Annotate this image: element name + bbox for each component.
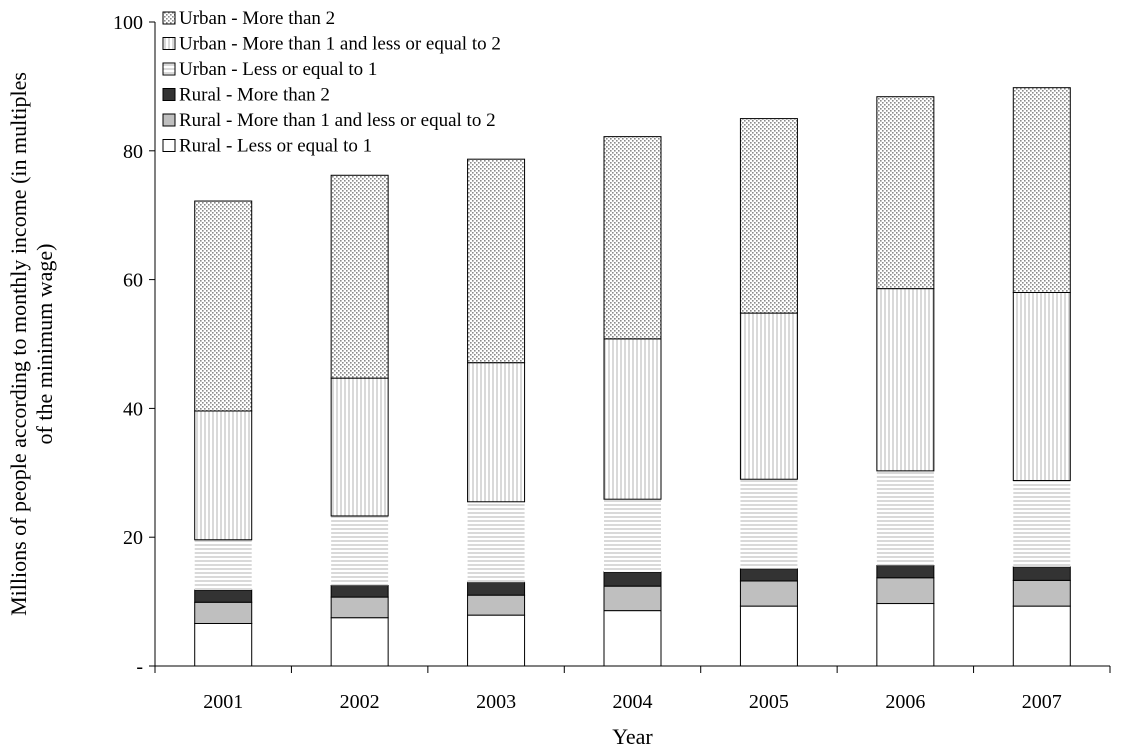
bar-segment-2007-series-4: [1012, 291, 1071, 482]
x-tick-label: 2006: [885, 691, 925, 713]
x-tick-label: 2002: [340, 691, 380, 713]
y-tick-label: 100: [113, 12, 143, 34]
bar-segment-2005-series-3: [740, 479, 798, 569]
legend-entry-label: Urban - More than 2: [179, 8, 335, 29]
bar-segment-2007-series-1: [1012, 579, 1071, 607]
bar-segment-2002-series-2: [330, 585, 389, 598]
legend: Urban - More than 2 Urban - More than 1 a…: [162, 8, 501, 157]
bar-segment-2006-series-1: [876, 577, 935, 605]
y-tick-label: 20: [123, 527, 143, 549]
y-axis-title: Millions of people according to monthly …: [6, 72, 57, 616]
bar-segment-2007-series-2: [1012, 566, 1071, 581]
bar-segment-2004-series-1: [603, 585, 662, 612]
bar-segment-2007-series-3: [1013, 480, 1071, 567]
bar-segment-2004-series-3: [604, 499, 661, 572]
legend-swatch: [162, 88, 176, 101]
bar-segment-2004-series-5: [603, 136, 662, 340]
y-tick-label: 40: [123, 398, 143, 420]
bar-segment-2004-series-4: [603, 338, 662, 500]
legend-entry-label: Rural - More than 2: [179, 85, 330, 106]
legend-swatch: [162, 113, 176, 127]
bar-segment-2007-series-5: [1012, 87, 1071, 293]
bar-segment-2001-series-3: [194, 539, 252, 591]
legend-entry-label: Urban - Less or equal to 1: [179, 59, 377, 80]
bar-segment-2003-series-3: [467, 501, 525, 583]
x-tick-label: 2003: [476, 691, 516, 713]
bar-segment-2003-series-0: [467, 614, 526, 667]
bar-segment-2001-series-1: [194, 601, 253, 624]
x-tick-label: 2004: [613, 691, 653, 713]
bar-segment-2006-series-5: [876, 96, 935, 290]
bar-segment-2002-series-5: [330, 174, 389, 379]
x-tick-label: 2007: [1022, 691, 1062, 713]
bar-segment-2007-series-0: [1012, 605, 1071, 667]
bar-segment-2005-series-4: [739, 312, 798, 480]
legend-entry-label: Rural - More than 1 and less or equal to…: [179, 110, 496, 131]
bar-segment-2004-series-2: [603, 571, 662, 587]
y-tick-label: 80: [123, 141, 143, 163]
x-axis-title: Year: [612, 724, 653, 749]
bar-segment-2004-series-0: [603, 610, 662, 667]
y-axis-ticks: - 20 40 60 80 100: [113, 12, 155, 678]
x-axis-title-text: Year: [612, 724, 653, 749]
bars: [194, 87, 1071, 667]
x-tick-label: 2005: [749, 691, 789, 713]
legend-entry-label: Rural - Less or equal to 1: [179, 136, 372, 157]
legend-swatch: [162, 37, 176, 50]
bar-segment-2001-series-2: [194, 589, 253, 603]
bar-segment-2005-series-5: [739, 118, 798, 314]
bar-segment-2002-series-1: [330, 596, 389, 619]
y-axis-title-line-2: of the minimum wage): [32, 243, 57, 444]
bar-segment-2006-series-4: [876, 288, 935, 472]
bar-segment-2001-series-0: [194, 622, 253, 667]
bar-segment-2003-series-1: [467, 594, 526, 616]
y-axis-title-line-1: Millions of people according to monthly …: [6, 72, 31, 616]
bar-segment-2001-series-4: [194, 410, 253, 541]
bar-segment-2005-series-2: [739, 568, 798, 582]
bar-segment-2005-series-0: [739, 605, 798, 667]
bar-segment-2006-series-3: [876, 470, 934, 566]
bar-segment-2002-series-0: [330, 617, 389, 667]
x-tick-label: 2001: [203, 691, 243, 713]
bar-segment-2002-series-3: [331, 515, 389, 586]
bar-segment-2002-series-4: [330, 377, 389, 517]
legend-entry-label: Urban - More than 1 and less or equal to…: [179, 34, 501, 55]
legend-swatch: [162, 62, 176, 76]
x-axis-ticks: 2001 2002 2003 2004 2005 2006 2007: [154, 666, 1111, 713]
legend-swatch: [162, 139, 176, 152]
bar-segment-2005-series-1: [739, 580, 798, 607]
bar-segment-2001-series-5: [194, 200, 253, 412]
y-tick-label: -: [136, 656, 143, 678]
legend-swatch: [162, 11, 176, 25]
bar-segment-2003-series-4: [467, 362, 526, 503]
y-tick-label: 60: [123, 270, 143, 292]
bar-segment-2003-series-5: [467, 158, 526, 364]
bar-segment-2006-series-2: [876, 565, 935, 579]
bar-segment-2006-series-0: [876, 603, 935, 667]
bar-segment-2003-series-2: [467, 581, 526, 596]
